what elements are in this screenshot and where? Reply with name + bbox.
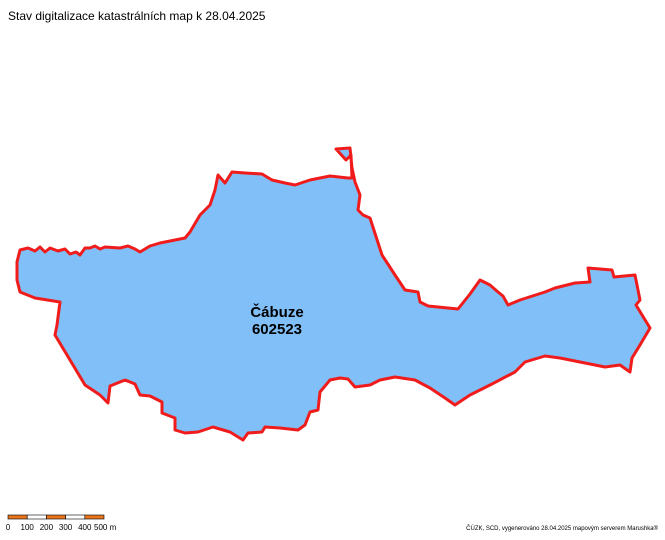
cadastral-area [15, 146, 652, 442]
scale-label: 400 [78, 523, 92, 532]
scale-label: 100 [21, 523, 35, 532]
credit: ČÚZK, SCD, vygenerováno 28.04.2025 mapov… [466, 525, 658, 532]
area-code: 602523 [252, 321, 302, 338]
scale-segment [7, 514, 28, 520]
map-title: Stav digitalizace katastrálních map k 28… [8, 9, 266, 23]
scale-label: 500 m [94, 523, 117, 532]
area-name: Čábuze [250, 303, 303, 321]
scale-segment [26, 514, 47, 520]
scale-label: 200 [40, 523, 54, 532]
scale-segment [84, 514, 105, 520]
scale-segment [46, 514, 66, 520]
scale-bar [7, 514, 105, 520]
scale-label: 0 [6, 523, 11, 532]
scale-segment [65, 514, 86, 520]
scale-label: 300 [59, 523, 73, 532]
